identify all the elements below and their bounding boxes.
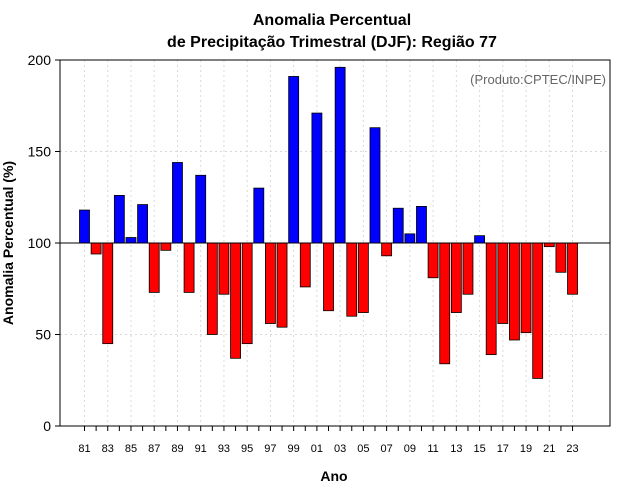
x-tick-label: 03 xyxy=(334,443,346,455)
bar-04 xyxy=(346,242,358,317)
y-tick-label: 50 xyxy=(35,327,51,343)
chart-title-line-2: de Precipitação Trimestral (DJF): Região… xyxy=(167,34,497,51)
bar-11 xyxy=(427,242,439,279)
y-tick-label: 150 xyxy=(28,144,52,160)
bar-09 xyxy=(404,233,416,244)
bar-96 xyxy=(253,187,265,244)
x-tick-label: 17 xyxy=(497,443,509,455)
x-tick-label: 13 xyxy=(450,443,462,455)
x-axis-label: Ano xyxy=(320,468,347,484)
x-tick-label: 97 xyxy=(264,443,276,455)
bar-92 xyxy=(206,242,218,335)
y-axis-label: Anomalia Percentual (%) xyxy=(0,161,16,325)
bar-86 xyxy=(137,204,149,244)
x-tick-label: 91 xyxy=(195,443,207,455)
y-tick-label: 0 xyxy=(43,418,51,434)
bar-20 xyxy=(532,242,544,379)
x-tick-label: 99 xyxy=(288,443,300,455)
credit-label: (Produto:CPTEC/INPE) xyxy=(470,72,606,87)
bar-90 xyxy=(183,242,195,293)
bar-88 xyxy=(160,242,172,251)
x-tick-label: 83 xyxy=(102,443,114,455)
bar-99 xyxy=(288,76,300,244)
x-tick-label: 01 xyxy=(311,443,323,455)
bar-94 xyxy=(230,242,241,359)
y-tick-label: 200 xyxy=(28,52,52,68)
bar-82 xyxy=(90,242,102,255)
bar-15 xyxy=(474,235,485,244)
x-tick-label: 23 xyxy=(566,443,578,455)
x-tick-label: 07 xyxy=(380,443,392,455)
x-tick-label: 11 xyxy=(427,443,438,455)
bars-group xyxy=(79,66,578,379)
bar-02 xyxy=(323,242,334,312)
bar-19 xyxy=(520,242,532,334)
bar-23 xyxy=(567,242,578,295)
bar-81 xyxy=(79,209,90,244)
bar-84 xyxy=(113,195,125,244)
x-tick-label: 15 xyxy=(473,443,485,455)
bar-22 xyxy=(555,242,567,273)
x-tick-label: 19 xyxy=(520,443,532,455)
bar-89 xyxy=(172,162,183,244)
bar-98 xyxy=(276,242,288,328)
bar-10 xyxy=(416,205,427,244)
x-tick-label: 81 xyxy=(78,443,90,455)
x-tick-label: 95 xyxy=(241,443,253,455)
x-tick-label: 85 xyxy=(125,443,137,455)
x-axis-ticks: 81 83 85 87 89 91 93 95 97 99 01 03 05 07 09 11 13 15 17 19… xyxy=(78,426,579,455)
bar-21 xyxy=(543,242,555,248)
bar-08 xyxy=(392,207,404,244)
bar-13 xyxy=(450,242,462,313)
bar-16 xyxy=(485,242,497,356)
bar-14 xyxy=(462,242,474,295)
bar-18 xyxy=(509,242,520,341)
bar-83 xyxy=(102,242,114,345)
bar-05 xyxy=(357,242,369,313)
bar-87 xyxy=(148,242,160,293)
bar-85 xyxy=(125,237,137,244)
x-tick-label: 89 xyxy=(171,443,183,455)
x-tick-label: 09 xyxy=(404,443,416,455)
bar-95 xyxy=(241,242,253,345)
bar-93 xyxy=(218,242,230,295)
x-tick-label: 87 xyxy=(148,443,160,455)
bar-03 xyxy=(334,66,346,244)
y-tick-label: 100 xyxy=(28,235,52,251)
chart-title-line-1: Anomalia Percentual xyxy=(253,12,411,29)
bar-97 xyxy=(265,242,276,324)
bar-00 xyxy=(299,242,311,288)
bar-06 xyxy=(369,127,381,244)
x-tick-label: 21 xyxy=(543,443,555,455)
bar-91 xyxy=(195,174,207,244)
bar-07 xyxy=(381,242,393,257)
bar-17 xyxy=(497,242,509,324)
bar-12 xyxy=(439,242,451,365)
x-tick-label: 93 xyxy=(218,443,230,455)
y-axis-ticks: 0 50 100 150 200 xyxy=(28,52,60,434)
bar-01 xyxy=(311,112,323,244)
x-tick-label: 05 xyxy=(357,443,369,455)
